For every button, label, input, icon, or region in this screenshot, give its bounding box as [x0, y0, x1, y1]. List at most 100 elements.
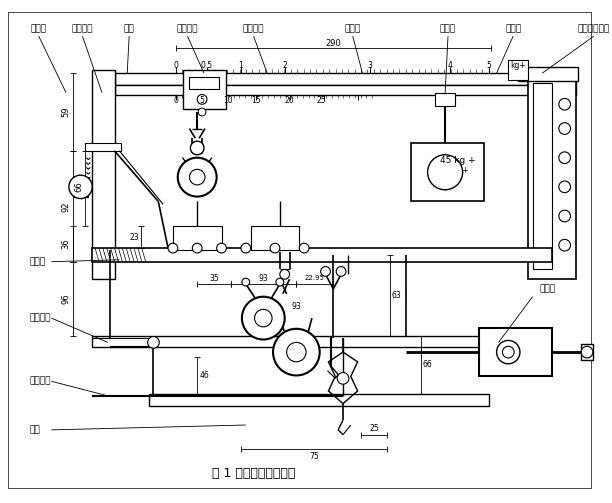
Text: kg+: kg+: [510, 61, 526, 70]
Text: 0: 0: [173, 96, 178, 105]
Bar: [86, 143, 121, 151]
Circle shape: [270, 243, 280, 253]
Bar: [479, 328, 552, 376]
Bar: [251, 226, 299, 250]
Text: 63: 63: [392, 291, 401, 300]
Circle shape: [190, 170, 205, 185]
Text: 0.5: 0.5: [201, 61, 213, 70]
Text: 承重杠杆: 承重杠杆: [30, 377, 51, 386]
Circle shape: [273, 329, 319, 375]
Circle shape: [496, 341, 520, 364]
Circle shape: [177, 158, 217, 197]
Circle shape: [559, 239, 570, 251]
Circle shape: [559, 123, 570, 134]
Circle shape: [242, 297, 285, 340]
Text: 接近开关轴头: 接近开关轴头: [578, 24, 610, 33]
Text: 35: 35: [210, 274, 220, 283]
Text: 计量副杆: 计量副杆: [243, 24, 264, 33]
Text: 25: 25: [369, 425, 379, 434]
Text: 主游砣: 主游砣: [440, 24, 456, 33]
Bar: [528, 73, 577, 279]
Text: 25: 25: [317, 96, 326, 105]
Text: 46: 46: [199, 371, 209, 380]
Text: 96: 96: [61, 293, 70, 304]
Bar: [190, 77, 218, 89]
Circle shape: [559, 181, 570, 193]
Text: 66: 66: [423, 360, 433, 369]
Circle shape: [168, 243, 177, 253]
Bar: [114, 85, 577, 95]
Circle shape: [559, 210, 570, 222]
Bar: [92, 336, 481, 347]
Text: 290: 290: [326, 39, 341, 48]
Text: 23: 23: [129, 233, 139, 242]
Circle shape: [198, 108, 206, 116]
Bar: [411, 143, 484, 201]
Text: 5: 5: [487, 61, 491, 70]
Text: 93: 93: [291, 302, 301, 311]
Circle shape: [241, 243, 251, 253]
Bar: [73, 177, 88, 197]
Circle shape: [197, 95, 207, 104]
Circle shape: [502, 346, 514, 358]
Bar: [92, 248, 552, 262]
Text: 4: 4: [447, 61, 452, 70]
Text: 3: 3: [368, 61, 373, 70]
Text: 20: 20: [285, 96, 294, 105]
Circle shape: [286, 343, 306, 362]
Circle shape: [147, 337, 159, 348]
Text: 秤托板: 秤托板: [30, 257, 46, 266]
Bar: [435, 93, 455, 106]
Text: 1: 1: [239, 61, 244, 70]
Bar: [92, 70, 114, 279]
Circle shape: [299, 243, 309, 253]
Text: +: +: [461, 166, 468, 175]
Text: 36: 36: [61, 238, 70, 248]
Text: 93: 93: [258, 274, 268, 283]
Bar: [149, 394, 489, 405]
Text: 修正游砣: 修正游砣: [72, 24, 93, 33]
Text: 10: 10: [223, 96, 233, 105]
Bar: [182, 70, 226, 109]
Text: 配重砣: 配重砣: [539, 284, 555, 293]
Circle shape: [217, 243, 226, 253]
Circle shape: [581, 346, 593, 358]
Text: 66: 66: [74, 182, 83, 192]
Bar: [114, 73, 577, 85]
Text: 0: 0: [173, 61, 178, 70]
Bar: [518, 67, 578, 81]
Text: 吊钩: 吊钩: [30, 426, 41, 435]
Circle shape: [559, 152, 570, 163]
Text: 副游砣: 副游砣: [345, 24, 361, 33]
Text: 15: 15: [251, 96, 260, 105]
Bar: [509, 60, 528, 80]
Text: 平衡砣: 平衡砣: [31, 24, 47, 33]
Text: 粗准器: 粗准器: [505, 24, 521, 33]
Circle shape: [192, 243, 202, 253]
Text: 图 1 松杆秤结构示意图: 图 1 松杆秤结构示意图: [212, 467, 295, 480]
Circle shape: [190, 141, 204, 155]
Circle shape: [336, 267, 346, 276]
Text: 45 kg +: 45 kg +: [440, 156, 476, 165]
Bar: [173, 226, 222, 250]
Circle shape: [255, 309, 272, 327]
Circle shape: [242, 278, 250, 286]
Circle shape: [69, 175, 92, 199]
Text: 2: 2: [282, 61, 287, 70]
Circle shape: [280, 270, 289, 279]
Circle shape: [321, 267, 330, 276]
Text: 75: 75: [309, 452, 319, 461]
Text: 92: 92: [61, 201, 70, 212]
Text: 支架: 支架: [124, 24, 135, 33]
Circle shape: [428, 155, 463, 190]
Bar: [532, 83, 552, 270]
Text: 59: 59: [61, 107, 70, 117]
Text: 传力杠杆: 传力杠杆: [30, 313, 51, 322]
Text: 5: 5: [200, 96, 204, 105]
Circle shape: [337, 373, 349, 384]
Text: 计量主杆: 计量主杆: [177, 24, 198, 33]
Bar: [581, 345, 593, 360]
Circle shape: [276, 278, 284, 286]
Text: 22.95: 22.95: [305, 275, 325, 281]
Circle shape: [559, 99, 570, 110]
